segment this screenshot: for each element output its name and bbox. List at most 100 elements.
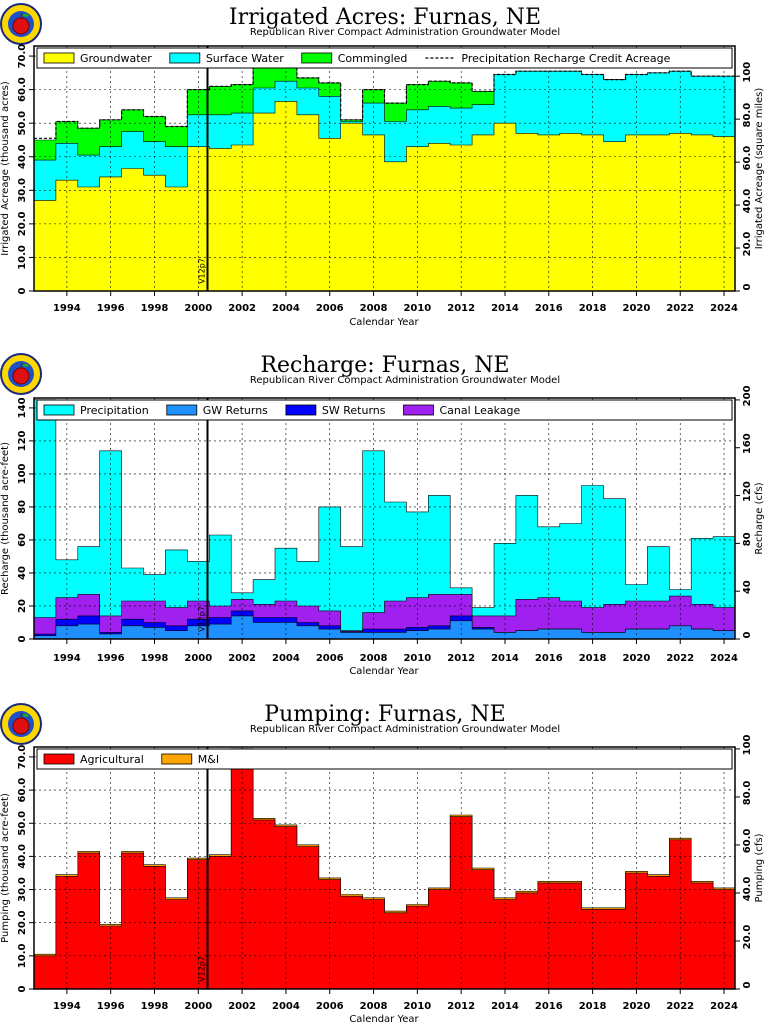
tick-label-x: 2024 <box>710 653 738 664</box>
bar-precipitation-1993 <box>34 400 56 618</box>
tick-label-x: 2022 <box>666 653 694 664</box>
bar-precipitation-2011 <box>428 495 450 594</box>
logo-apple-leaf <box>22 13 29 17</box>
bar-precipitation-2000 <box>187 561 209 601</box>
bar-gw-returns-2011 <box>428 629 450 639</box>
tick-label-x: 2012 <box>447 653 475 664</box>
bar-groundwater-2019 <box>604 142 626 291</box>
bar-sw-returns-2003 <box>253 618 275 623</box>
tick-label-right: 100 <box>742 734 753 755</box>
tick-label-x: 2004 <box>272 1001 300 1012</box>
bar-commingled-2001 <box>209 86 231 115</box>
tick-label-x: 1994 <box>53 1001 81 1012</box>
bar-surface-water-1999 <box>165 147 187 187</box>
bar-groundwater-2013 <box>472 135 494 291</box>
tick-label-left: 10.0 <box>17 245 28 270</box>
bar-precipitation-2021 <box>647 547 669 601</box>
logo-apple <box>12 717 30 735</box>
bar-surface-water-1995 <box>78 155 100 187</box>
tick-label-left: 140 <box>17 397 28 418</box>
bar-groundwater-2011 <box>428 143 450 291</box>
legend-label-3: Canal Leakage <box>440 404 521 417</box>
tick-label-x: 2010 <box>403 303 431 314</box>
tick-label-x: 2014 <box>491 653 519 664</box>
bar-commingled-1999 <box>165 127 187 147</box>
bar-gw-returns-1999 <box>165 631 187 639</box>
tick-label-right: 0 <box>742 283 753 290</box>
bar-gw-returns-2003 <box>253 622 275 639</box>
bar-groundwater-1993 <box>34 200 56 291</box>
legend-box <box>36 399 733 421</box>
tick-label-x: 2016 <box>535 1001 563 1012</box>
tick-label-left: 50.0 <box>17 811 28 836</box>
legend-swatch-0 <box>43 404 75 416</box>
bar-gw-returns-2013 <box>472 629 494 639</box>
bar-gw-returns-2022 <box>669 626 691 639</box>
y-axis-label-right: Pumping (cfs) <box>754 833 765 902</box>
tick-label-right: 160 <box>742 433 753 454</box>
legend-label-0: Precipitation <box>80 404 149 417</box>
chart-subtitle: Republican River Compact Administration … <box>250 27 560 38</box>
bar-surface-water-1993 <box>34 160 56 200</box>
tick-label-left: 60.0 <box>17 77 28 102</box>
x-axis-label: Calendar Year <box>349 1014 419 1024</box>
tick-label-x: 2004 <box>272 653 300 664</box>
tick-label-left: 30.0 <box>17 178 28 203</box>
bar-surface-water-2009 <box>385 122 407 162</box>
tick-label-x: 2020 <box>623 303 651 314</box>
bar-commingled-1997 <box>122 110 144 132</box>
bar-canal-leakage-2003 <box>253 604 275 617</box>
bar-groundwater-2023 <box>691 135 713 291</box>
legend-label-0: Agricultural <box>80 753 144 766</box>
legend-swatch-3 <box>403 404 434 416</box>
bar-canal-leakage-2008 <box>363 613 385 630</box>
tick-label-x: 2008 <box>360 653 388 664</box>
series-area-precipitation <box>33 399 736 640</box>
tick-label-right: 100 <box>742 62 753 83</box>
tick-label-right: 40 <box>742 580 753 594</box>
bar-gw-returns-1995 <box>78 624 100 639</box>
chart-title: Pumping: Furnas, NE <box>264 702 505 727</box>
legend-swatch-1 <box>166 404 198 416</box>
tick-label-x: 1996 <box>97 303 125 314</box>
legend-label-2: SW Returns <box>322 404 386 417</box>
chart-subtitle: Republican River Compact Administration … <box>250 375 560 386</box>
bar-groundwater-2021 <box>647 135 669 291</box>
tick-label-x: 2018 <box>579 1001 607 1012</box>
bar-canal-leakage-2010 <box>406 598 428 628</box>
tick-label-x: 2018 <box>579 653 607 664</box>
y-axis-label-left: Pumping (thousand acre-feet) <box>0 793 11 943</box>
tick-label-right: 120 <box>742 481 753 502</box>
bar-gw-returns-2001 <box>209 624 231 639</box>
tick-label-left: 0 <box>17 287 28 294</box>
tick-label-x: 2016 <box>535 653 563 664</box>
bar-canal-leakage-1997 <box>122 601 144 619</box>
bar-groundwater-1996 <box>100 177 122 291</box>
version-marker-label: V12p7 <box>197 606 206 632</box>
bar-precipitation-2001 <box>209 535 231 606</box>
tick-label-x: 2014 <box>491 1001 519 1012</box>
bar-canal-leakage-2023 <box>691 604 713 629</box>
tick-label-x: 2018 <box>579 303 607 314</box>
bar-canal-leakage-2005 <box>297 606 319 623</box>
series-area-gw-returns <box>33 615 736 640</box>
tick-label-left: 10.0 <box>17 943 28 968</box>
tick-label-right: 60.0 <box>742 829 753 854</box>
bar-gw-returns-2005 <box>297 626 319 639</box>
legend-label-2: Commingled <box>338 52 408 65</box>
tick-label-right: 20.0 <box>742 232 753 257</box>
logo-apple-leaf <box>22 363 29 367</box>
tick-label-left: 50.0 <box>17 111 28 136</box>
chart-title: Irrigated Acres: Furnas, NE <box>229 5 541 30</box>
tick-label-right: 60.0 <box>742 146 753 171</box>
tick-label-x: 2006 <box>316 1001 344 1012</box>
tick-label-left: 30.0 <box>17 877 28 902</box>
tick-label-x: 2004 <box>272 303 300 314</box>
legend-box <box>36 47 733 69</box>
tick-label-x: 2000 <box>184 1001 212 1012</box>
plot-frame <box>33 746 736 990</box>
series-area-agricultural <box>33 750 736 990</box>
logo-apple-leaf <box>22 713 29 717</box>
